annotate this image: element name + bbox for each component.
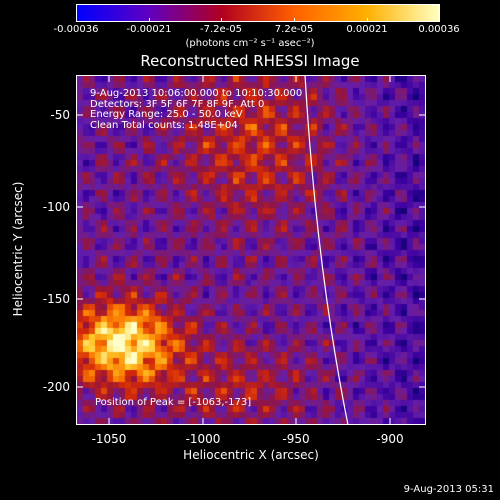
y-axis-label: Heliocentric Y (arcsec) (11, 181, 25, 317)
x-tick-label: -1000 (185, 432, 221, 446)
colorbar-tick-label: -0.00021 (126, 24, 172, 35)
y-tick-label: -200 (42, 380, 70, 394)
detectors-text: Detectors: 3F 5F 6F 7F 8F 9F, Att 0 (90, 98, 265, 110)
observation-info: 9-Aug-2013 10:06:00.000 to 10:10:30.000 … (90, 88, 303, 131)
peak-position-text: Position of Peak = [-1063,-173] (95, 397, 252, 408)
x-tick-label: -900 (376, 432, 404, 446)
y-tick-label: -100 (42, 200, 70, 214)
x-axis-label: Heliocentric X (arcsec) (183, 448, 319, 462)
y-tick-label: -150 (42, 292, 70, 306)
colorbar (76, 4, 440, 22)
x-tick-label: -950 (282, 432, 310, 446)
energy-range-text: Energy Range: 25.0 - 50.0 keV (90, 109, 243, 120)
time-range-text: 9-Aug-2013 10:06:00.000 to 10:10:30.000 (90, 88, 303, 99)
colorbar-tick-label: 0.00036 (418, 24, 460, 35)
plot-title: Reconstructed RHESSI Image (140, 52, 360, 70)
y-tick-label: -50 (50, 108, 70, 122)
colorbar-tick (149, 18, 150, 22)
heatmap-image (77, 76, 425, 424)
colorbar-tick (439, 18, 440, 22)
colorbar-tick (294, 18, 295, 22)
rhessi-image-plot[interactable] (76, 75, 426, 425)
colorbar-units: (photons cm⁻² s⁻¹ asec⁻²) (185, 38, 315, 49)
colorbar-tick (221, 18, 222, 22)
colorbar-tick-label: -7.2e-05 (200, 24, 242, 35)
colorbar-tick-label: 0.00021 (346, 24, 388, 35)
solar-limb-overlay (304, 75, 349, 425)
colorbar-tick-label: 7.2e-05 (274, 24, 314, 35)
colorbar-tick-label: -0.00036 (53, 24, 99, 35)
clean-counts-text: Clean Total counts: 1.48E+04 (90, 119, 238, 131)
solar-limb-line (304, 75, 349, 425)
colorbar-tick (367, 18, 368, 22)
x-tick-label: -1050 (91, 432, 127, 446)
plot-timestamp: 9-Aug-2013 05:31 (403, 484, 494, 495)
colorbar-tick (76, 18, 77, 22)
